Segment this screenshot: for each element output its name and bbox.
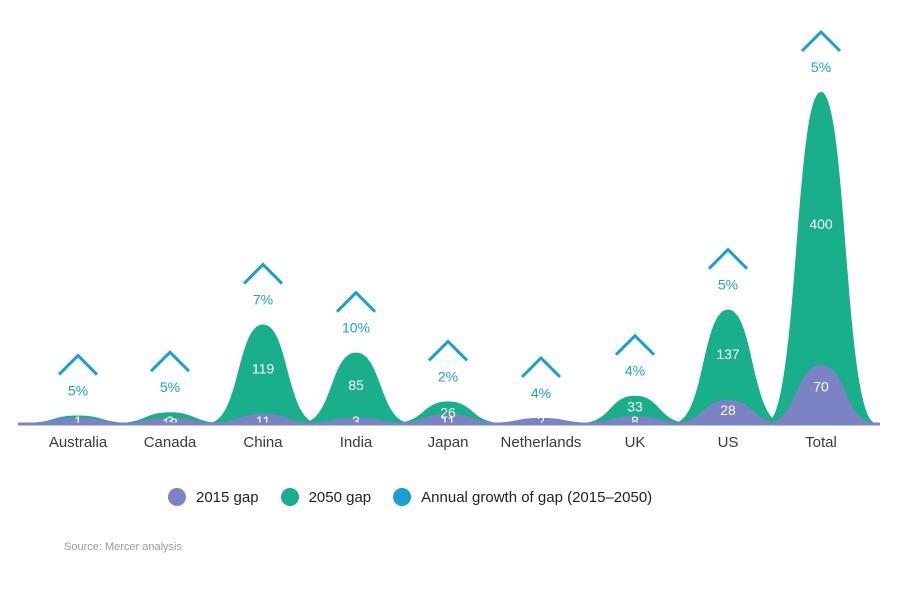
area-2015-australia (23, 418, 133, 423)
growth-chevron-icon-india (335, 290, 377, 313)
legend-item-growth: Annual growth of gap (2015–2050) (393, 488, 652, 506)
category-label-china: China (243, 434, 283, 451)
area-2015-us (673, 399, 783, 423)
category-label-netherlands: Netherlands (501, 434, 582, 451)
growth-label-india: 10% (342, 320, 370, 336)
value-2050-netherlands: 6 (537, 421, 545, 437)
category-label-australia: Australia (49, 434, 108, 451)
growth-label-uk: 4% (625, 363, 645, 379)
category-label-total: Total (805, 434, 837, 451)
value-2050-japan: 26 (440, 404, 456, 420)
area-2050-china (208, 324, 318, 423)
category-label-india: India (340, 434, 373, 451)
area-2015-india (301, 418, 411, 423)
legend-swatch-2015 (168, 488, 186, 506)
growth-label-china: 7% (253, 292, 273, 308)
category-label-us: US (718, 434, 739, 451)
value-2015-total: 70 (813, 378, 829, 394)
area-2015-total (766, 365, 876, 423)
area-2015-netherlands (486, 418, 596, 423)
legend-label-2050: 2050 gap (308, 488, 372, 506)
growth-label-us: 5% (718, 277, 738, 293)
value-2015-china: 11 (256, 413, 271, 429)
legend-label-2015: 2015 gap (196, 488, 259, 506)
area-2015-china (208, 413, 318, 423)
value-2050-uk: 33 (627, 399, 643, 415)
area-2050-uk (580, 395, 690, 423)
value-2015-uk: 8 (631, 413, 639, 429)
growth-chevron-icon-us (707, 247, 749, 270)
value-2050-australia: 9 (74, 419, 82, 435)
value-2015-australia: 1 (74, 413, 82, 429)
area-2050-japan (393, 401, 503, 423)
legend-item-2050: 2050 gap (280, 488, 372, 506)
area-2015-japan (393, 413, 503, 423)
category-label-japan: Japan (428, 434, 469, 451)
value-2050-us: 137 (716, 346, 740, 362)
legend-swatch-2050 (280, 488, 299, 506)
growth-chevron-icon-china (242, 262, 284, 285)
legend: 2015 gap 2050 gap Annual growth of gap (… (168, 488, 652, 506)
value-2050-india: 85 (348, 377, 364, 393)
value-2015-netherlands: 2 (537, 413, 545, 429)
value-2015-india: 3 (352, 413, 360, 429)
growth-label-canada: 5% (160, 379, 180, 395)
source-note: Source: Mercer analysis (64, 541, 182, 553)
growth-chevron-icon-japan (427, 339, 469, 362)
value-2050-total: 400 (809, 216, 833, 232)
value-2050-china: 119 (252, 360, 275, 376)
growth-chevron-icon-netherlands (520, 355, 562, 379)
legend-swatch-growth (393, 488, 412, 506)
category-label-canada: Canada (144, 434, 197, 451)
legend-label-growth: Annual growth of gap (2015–2050) (421, 488, 653, 506)
growth-chevron-icon-uk (614, 333, 656, 356)
growth-chevron-icon-australia (57, 353, 99, 376)
area-2050-canada (115, 412, 225, 423)
area-2050-us (673, 309, 783, 423)
growth-label-australia: 5% (68, 383, 88, 399)
area-2050-total (766, 92, 876, 423)
area-2015-uk (580, 416, 690, 423)
growth-label-japan: 2% (438, 368, 458, 384)
category-label-uk: UK (625, 434, 646, 451)
area-2050-india (301, 352, 411, 423)
growth-label-total: 5% (811, 59, 831, 75)
growth-chevron-icon-canada (149, 350, 191, 373)
growth-chevron-icon-total (800, 29, 842, 53)
growth-label-netherlands: 4% (531, 385, 551, 401)
area-2015-canada (115, 418, 225, 423)
value-2015-us: 28 (720, 402, 736, 418)
value-2015-canada: 3 (166, 413, 174, 429)
legend-item-2015: 2015 gap (168, 488, 259, 506)
